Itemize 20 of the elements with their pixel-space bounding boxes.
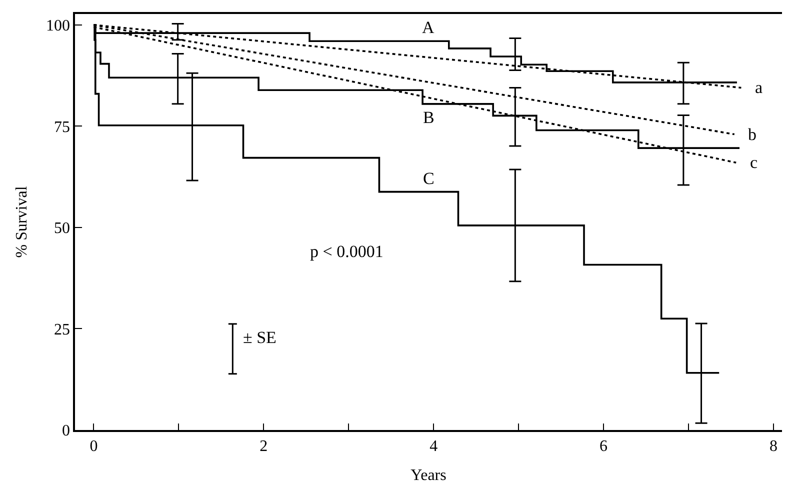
- x-tick-label: 2: [260, 438, 268, 455]
- y-axis-title: % Survival: [13, 186, 30, 258]
- y-tick-label: 100: [46, 18, 70, 35]
- x-tick-label: 8: [770, 438, 778, 455]
- series-label: a: [755, 78, 763, 97]
- series-label: A: [422, 18, 435, 37]
- annotation: ± SE: [243, 328, 276, 347]
- x-tick-label: 4: [430, 438, 438, 455]
- x-axis-title: Years: [410, 467, 446, 484]
- series-label: b: [748, 125, 756, 144]
- series-label: c: [750, 153, 758, 172]
- y-tick-label: 0: [62, 422, 70, 440]
- x-tick-label: 6: [600, 438, 608, 455]
- y-tick-label: 50: [54, 220, 70, 238]
- x-tick-label: 0: [90, 438, 98, 455]
- series-label: B: [423, 108, 434, 127]
- series-label: C: [423, 169, 434, 188]
- y-tick-label: 25: [54, 321, 70, 338]
- y-tick-label: 75: [54, 118, 70, 136]
- annotation: p < 0.0001: [310, 242, 384, 261]
